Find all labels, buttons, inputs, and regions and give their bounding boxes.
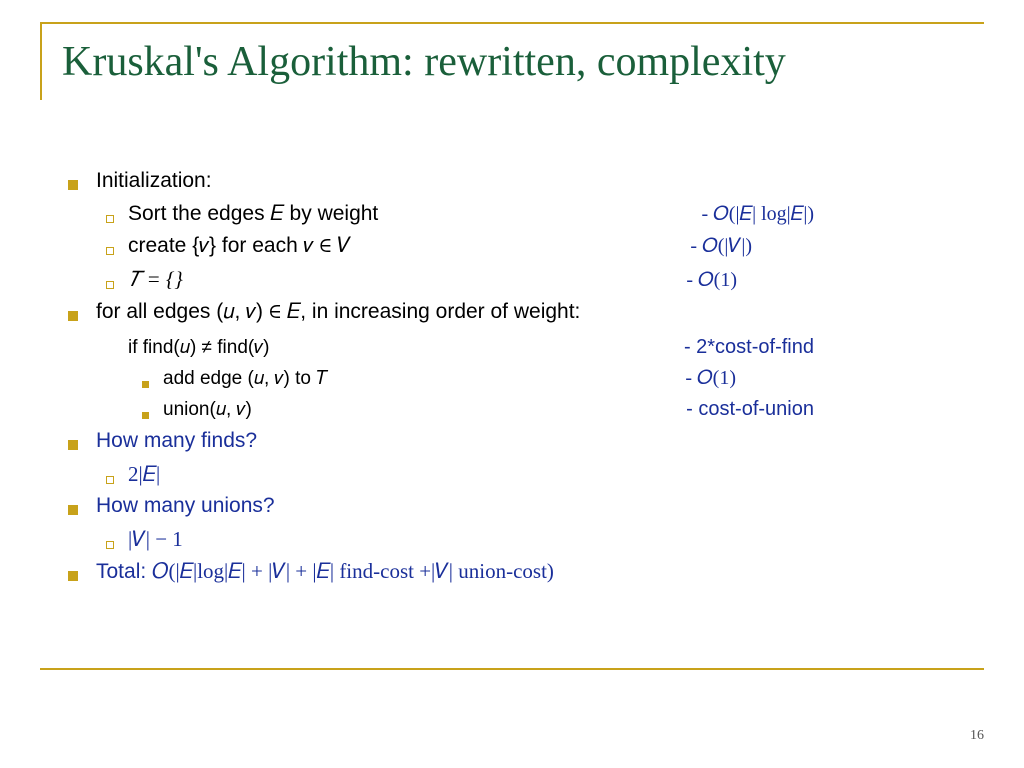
frame-bottom-rule <box>40 668 984 670</box>
text-how-many-unions: How many unions? <box>96 490 275 523</box>
total-expression: 𝑂(|𝐸|log|𝐸| + |𝑉| + |𝐸| find-cost +|𝑉| u… <box>152 559 554 583</box>
bullet-icon <box>68 180 78 190</box>
text-add-edge: add edge (𝑢, 𝑣) to 𝑇 <box>163 364 685 393</box>
text-how-many-finds: How many finds? <box>96 425 257 458</box>
frame-top-rule <box>40 22 984 24</box>
text-total: Total: 𝑂(|𝐸|log|𝐸| + |𝑉| + |𝐸| find-cost… <box>96 555 554 589</box>
bullet-icon <box>68 505 78 515</box>
bullet-icon <box>106 541 114 549</box>
bullet-icon <box>142 381 149 388</box>
bullet-icon <box>68 571 78 581</box>
cost-if-find: - 2*cost-of-find <box>684 332 814 363</box>
bullet-icon <box>68 440 78 450</box>
bullet-icon <box>68 311 78 321</box>
cost-add-edge: - 𝑂(1) <box>685 363 736 394</box>
text-create-v: create {𝑣} for each 𝑣 ∈ 𝑉 <box>128 230 690 263</box>
cost-sort-edges: - 𝑂(|𝐸| log|𝐸|) <box>701 199 814 230</box>
bullet-icon <box>106 476 114 484</box>
text-initialization: Initialization: <box>96 165 212 198</box>
bullet-icon <box>106 281 114 289</box>
text-t-empty: 𝑇 = {} <box>128 263 686 296</box>
page-number: 16 <box>970 728 984 744</box>
text-for-all-edges: for all edges (𝑢, 𝑣) ∈ 𝐸, in increasing … <box>96 296 580 329</box>
text-finds-answer: 2|𝐸| <box>128 458 160 491</box>
text-if-find: if find(𝑢) ≠ find(𝑣) <box>128 333 684 362</box>
slide-body: Initialization: Sort the edges 𝐸 by weig… <box>68 165 964 589</box>
slide-title: Kruskal's Algorithm: rewritten, complexi… <box>62 38 786 86</box>
text-sort-edges: Sort the edges 𝐸 by weight <box>128 198 701 231</box>
bullet-icon <box>106 247 114 255</box>
frame-left-rule <box>40 22 42 100</box>
text-unions-answer: |𝑉| − 1 <box>128 523 183 556</box>
cost-create-v: - 𝑂(|𝑉|) <box>690 231 752 262</box>
cost-union: - cost-of-union <box>686 394 814 425</box>
total-prefix: Total: <box>96 560 152 583</box>
bullet-icon <box>142 412 149 419</box>
bullet-icon <box>106 215 114 223</box>
cost-t-empty: - 𝑂(1) <box>686 265 737 296</box>
text-union: union(𝑢, 𝑣) <box>163 395 686 424</box>
